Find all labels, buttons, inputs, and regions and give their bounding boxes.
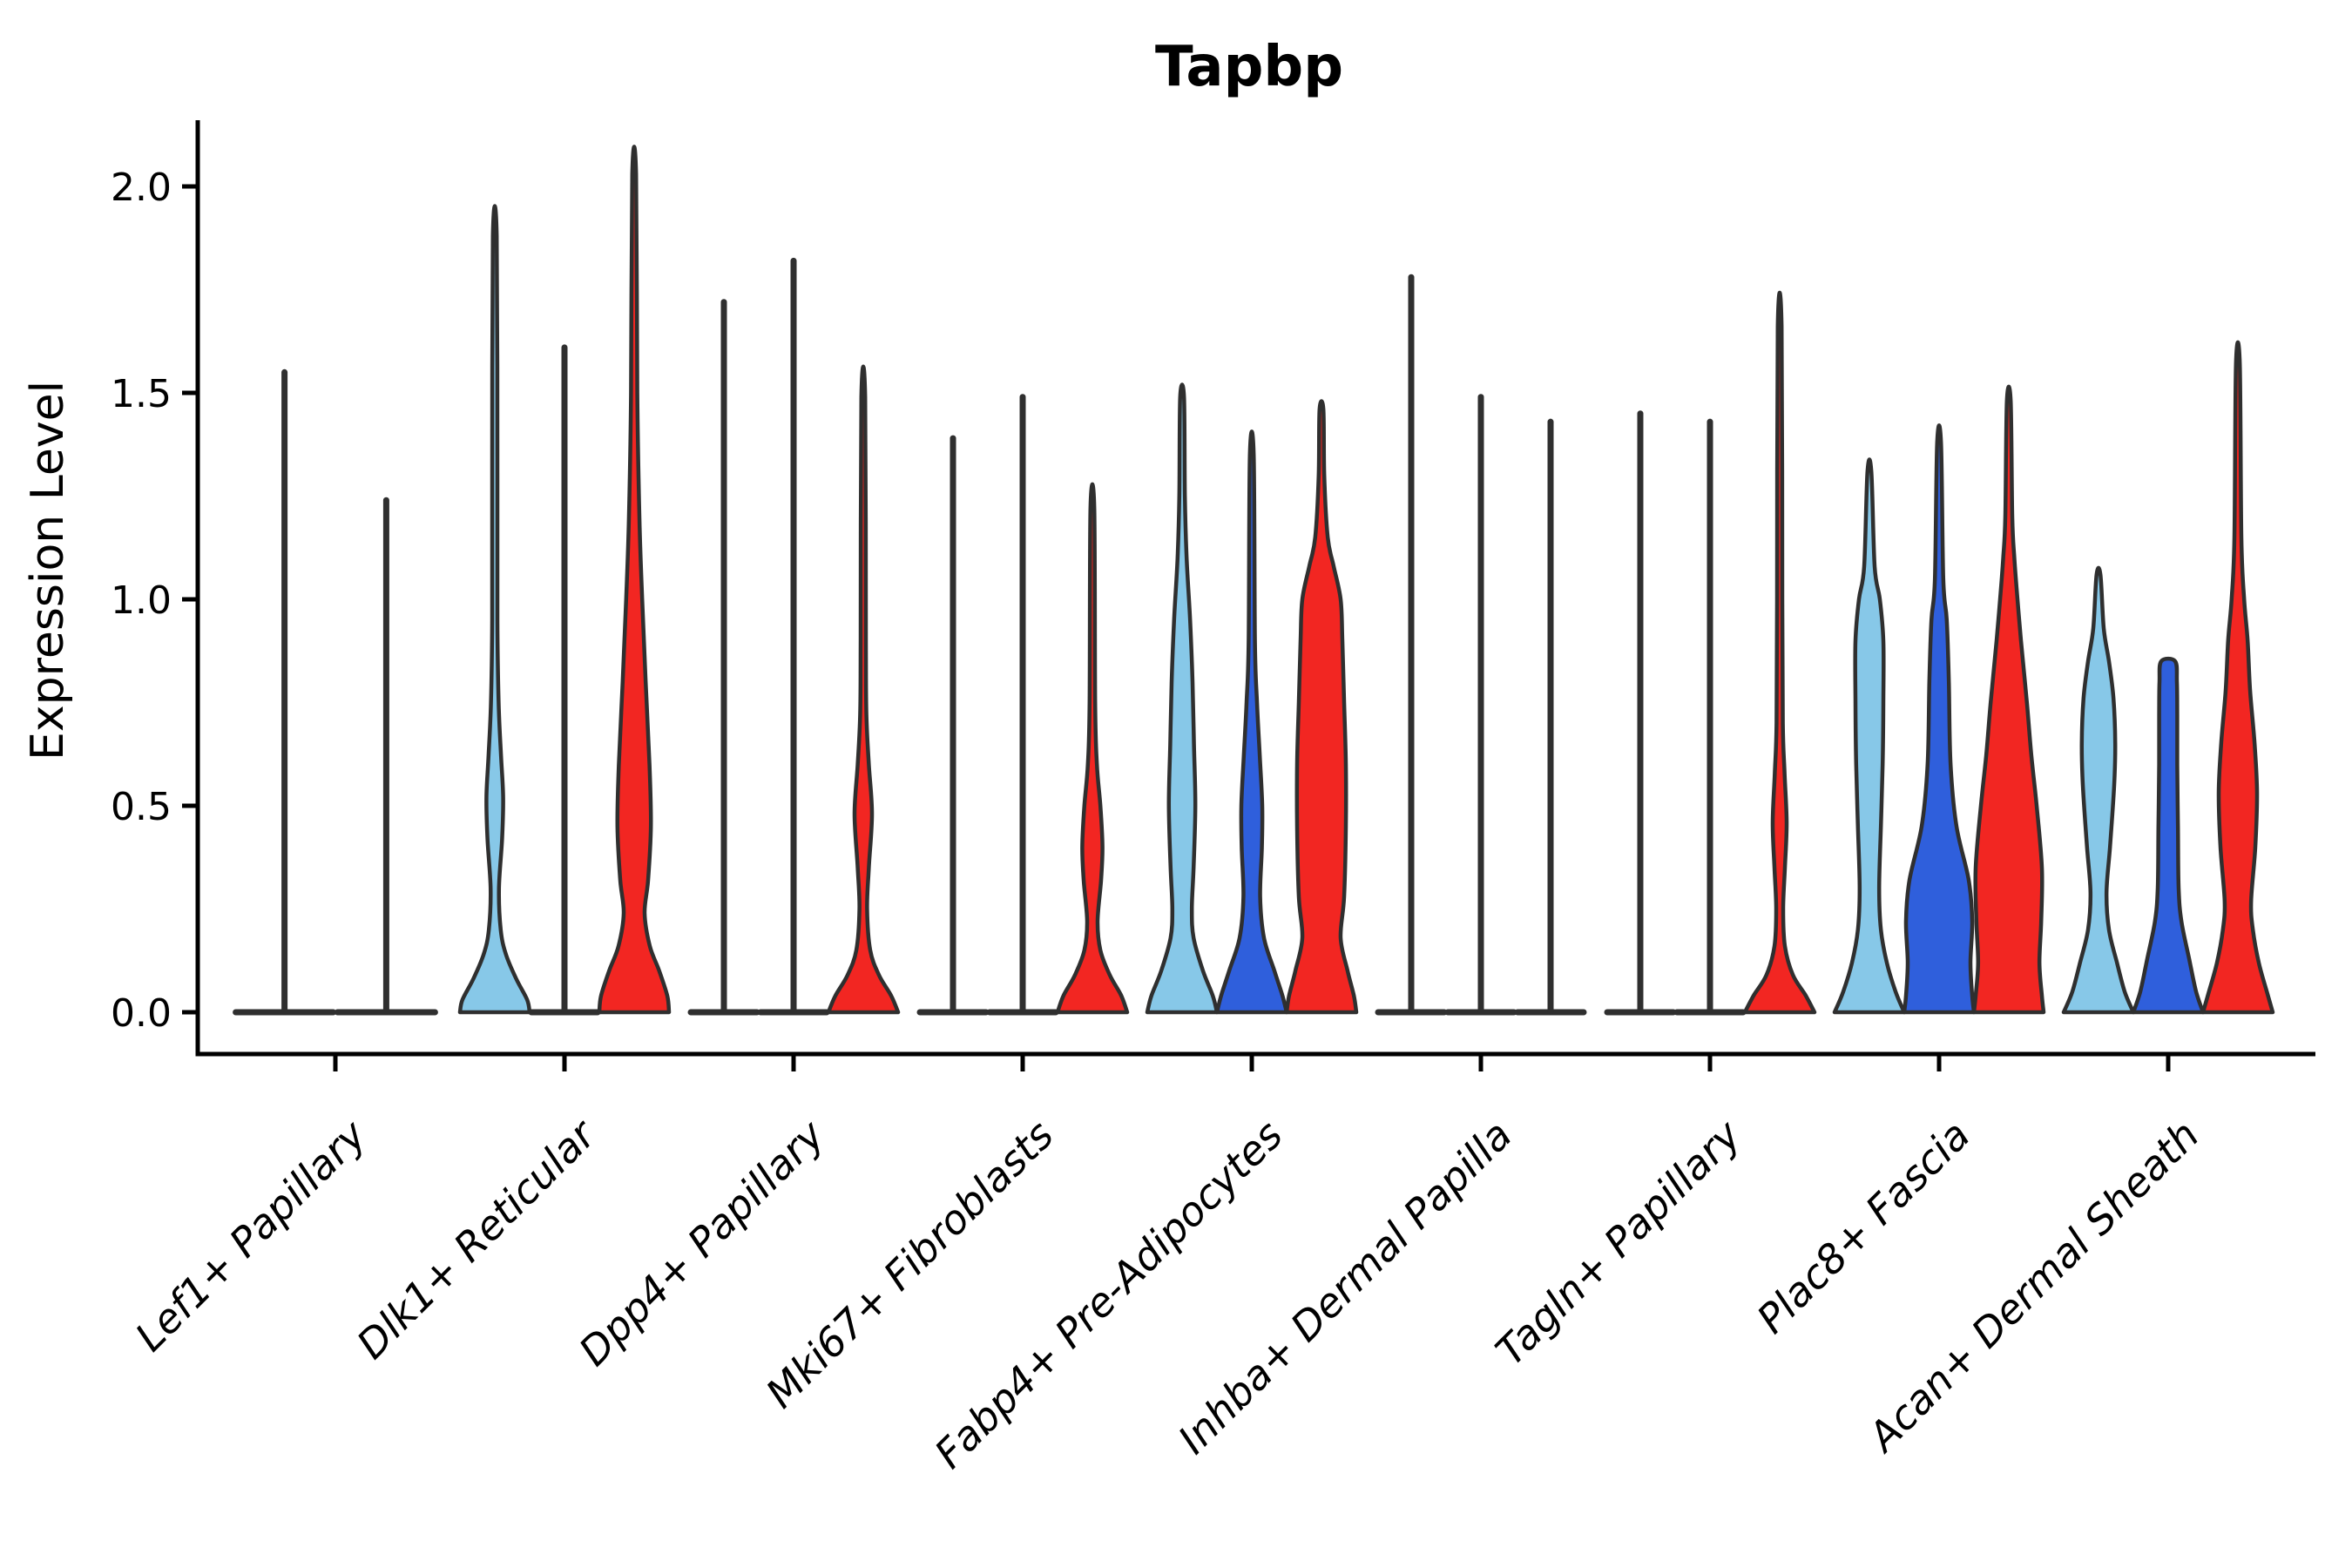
violin-body-red: [1284, 399, 1359, 1015]
violin-body-lightblue: [457, 204, 532, 1015]
violin-body-blue: [2131, 656, 2206, 1015]
y-tick-label: 0.5: [111, 785, 172, 829]
y-tick-label: 1.5: [111, 372, 172, 416]
violin-body-lightblue: [2061, 565, 2136, 1015]
violin-group-8: [1832, 384, 2046, 1015]
violin-body-lightblue: [1145, 382, 1220, 1015]
axes-layer: [195, 120, 2315, 1057]
y-axis-ticks: 0.0 0.5 1.0 1.5 2.0: [111, 166, 198, 1036]
y-tick-label: 2.0: [111, 166, 172, 210]
violin-group-5: [1145, 382, 1359, 1015]
violin-body-red: [1055, 482, 1130, 1015]
x-tick-label-3: Dpp4+ Papillary: [570, 1111, 834, 1375]
violin-body-red: [597, 145, 672, 1015]
violin-body-red: [1971, 384, 2046, 1015]
violin-body-blue: [1902, 423, 1977, 1015]
violin-body-blue: [1214, 429, 1289, 1015]
x-tick-label-8: Plac8+ Fascia: [1747, 1112, 1978, 1342]
y-tick-label: 1.0: [111, 578, 172, 623]
x-tick-label-2: Dlk1+ Reticular: [348, 1109, 606, 1368]
violin-body-lightblue: [1832, 457, 1907, 1015]
violin-group-9: [2061, 340, 2275, 1015]
y-axis-label: Expression Level: [22, 381, 74, 760]
violin-group-4: [916, 394, 1130, 1016]
violin-body-red: [2200, 340, 2275, 1015]
y-tick-label: 0.0: [111, 991, 172, 1036]
violin-body-red: [1742, 291, 1817, 1015]
x-tick-label-1: Lef1+ Papillary: [126, 1111, 375, 1360]
violins-layer: [233, 145, 2275, 1016]
violin-group-1: [233, 368, 438, 1016]
violin-group-2: [457, 145, 672, 1016]
x-tick-label-7: Tagln+ Papillary: [1486, 1111, 1750, 1375]
chart-title: Tapbp: [1155, 35, 1343, 99]
violin-group-7: [1604, 291, 1817, 1016]
violin-group-6: [1375, 274, 1587, 1016]
violin-group-3: [687, 257, 901, 1016]
violin-body-red: [826, 364, 901, 1015]
